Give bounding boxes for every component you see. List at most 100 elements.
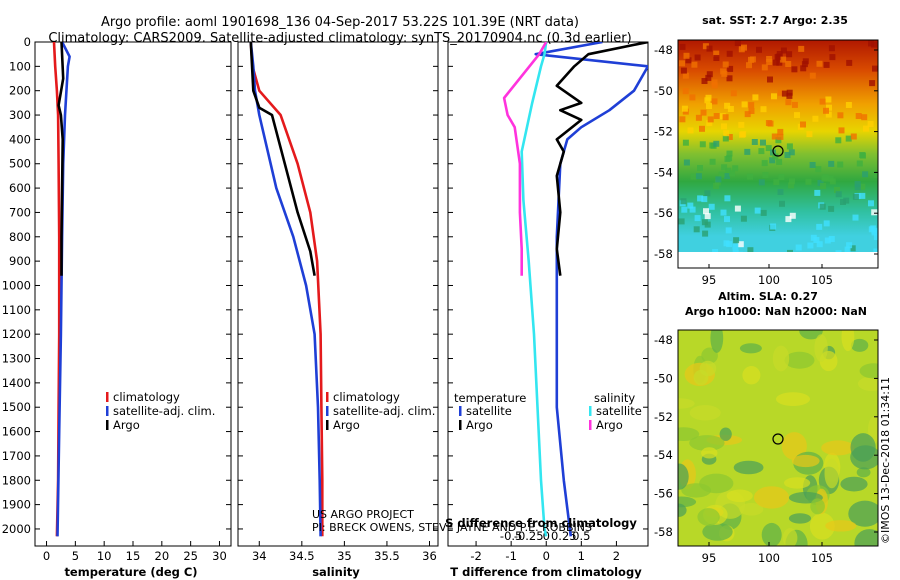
legend-label-argo: Argo xyxy=(333,418,360,432)
sla-blotch xyxy=(761,522,782,546)
sst-pixel xyxy=(868,40,874,47)
series-line-argo xyxy=(249,42,316,276)
sst-pixel xyxy=(694,215,701,222)
sst-pixel xyxy=(859,183,866,190)
series-line-s-satellite xyxy=(520,42,548,537)
sst-pixel xyxy=(744,148,751,155)
sla-blotch xyxy=(772,345,790,372)
sla-blotch xyxy=(699,473,734,494)
sst-pixel xyxy=(746,62,752,69)
sst-pixel xyxy=(695,173,702,180)
sst-pixel xyxy=(693,226,700,233)
sla-blotch xyxy=(821,440,855,456)
legend-label-satellite: satellite-adj. clim. xyxy=(333,404,435,418)
sla-blotch xyxy=(784,477,811,489)
sst-pixel xyxy=(722,61,729,68)
sst-pixel xyxy=(819,203,826,210)
sst-pixel xyxy=(706,120,713,127)
sla-blotch xyxy=(689,405,721,421)
sla-argo-location-marker xyxy=(772,433,784,445)
sst-pixel xyxy=(726,150,733,157)
sst-pixel xyxy=(727,106,734,112)
legend-label-s-satellite: satellite xyxy=(596,404,642,418)
legend-swatch-argo xyxy=(106,420,109,430)
sst-pixel xyxy=(701,196,708,203)
sst-pixel xyxy=(713,140,720,147)
map-x-tick-label: 105 xyxy=(811,273,833,287)
sst-pixel xyxy=(680,67,687,74)
y-tick-label: 1600 xyxy=(2,425,31,439)
series-line-s-argo xyxy=(502,42,548,276)
sst-pixel xyxy=(789,212,796,219)
sst-pixel xyxy=(704,190,711,197)
sst-pixel xyxy=(758,179,765,186)
sst-pixel xyxy=(779,200,785,207)
sst-pixel xyxy=(678,218,685,225)
x-tick-label: 35 xyxy=(337,549,352,563)
y-tick-label: 400 xyxy=(9,132,31,146)
sst-pixel xyxy=(689,206,696,213)
sst-pixel xyxy=(806,131,813,138)
legend-swatch-climatology xyxy=(106,392,109,402)
panel-series-group xyxy=(502,42,648,537)
sst-pixel xyxy=(785,216,792,223)
sst-map-texture xyxy=(678,40,878,258)
y-tick-label: 2000 xyxy=(2,522,31,536)
sst-pixel xyxy=(770,223,777,230)
sst-pixel xyxy=(721,123,727,130)
map-y-tick-label: -56 xyxy=(654,487,673,501)
sst-pixel xyxy=(837,161,844,168)
sst-pixel xyxy=(704,221,711,228)
sst-pixel xyxy=(785,61,792,67)
sla-blotch xyxy=(782,528,798,546)
sla-blotch xyxy=(810,498,825,515)
sst-pixel xyxy=(873,234,878,241)
sla-blotch xyxy=(726,489,753,503)
sla-blotch xyxy=(739,343,762,354)
map-x-tick-label: 100 xyxy=(758,551,780,565)
sst-pixel xyxy=(724,102,731,109)
sst-pixel xyxy=(709,158,716,165)
sst-pixel xyxy=(706,103,712,109)
sst-pixel xyxy=(843,197,850,204)
sst-pixel xyxy=(788,149,795,156)
sst-pixel xyxy=(713,113,720,119)
legend-label-s-argo: Argo xyxy=(596,418,623,432)
sst-pixel xyxy=(683,159,690,166)
legend-label-climatology: climatology xyxy=(113,390,180,404)
sst-pixel xyxy=(756,46,762,53)
axes-layer: 0100200300400500600700800900100011001200… xyxy=(2,35,648,563)
sst-pixel xyxy=(724,195,731,202)
sla-blotch xyxy=(788,513,812,524)
sst-pixel xyxy=(845,135,852,142)
sst-pixel xyxy=(844,246,851,253)
sst-pixel xyxy=(852,214,859,221)
sst-pixel xyxy=(765,145,772,152)
sst-pixel xyxy=(837,112,844,119)
sst-pixel xyxy=(679,43,686,50)
sst-pixel xyxy=(738,121,745,128)
y-tick-label: 0 xyxy=(24,35,31,49)
sst-pixel xyxy=(816,60,823,67)
y-tick-label: 600 xyxy=(9,181,31,195)
sla-blotch xyxy=(857,376,878,391)
map-y-tick-label: -54 xyxy=(654,165,673,179)
sst-pixel xyxy=(805,178,812,185)
sst-pixel xyxy=(829,54,836,61)
sst-pixel xyxy=(814,189,821,196)
sst-pixel xyxy=(749,56,756,63)
sla-map xyxy=(678,330,878,546)
map-x-tick-label: 105 xyxy=(811,551,833,565)
series-line-t-argo xyxy=(555,42,648,276)
sst-pixel xyxy=(748,102,755,109)
sst-pixel xyxy=(835,137,842,144)
credit-line-1: US ARGO PROJECT xyxy=(312,508,414,521)
sla-blotch xyxy=(825,520,857,532)
sst-pixel xyxy=(740,131,747,138)
sst-pixel xyxy=(734,40,741,46)
credit-line-2: PI: BRECK OWENS, STEVE JAYNE AND P.E. RO… xyxy=(312,521,592,534)
sst-pixel xyxy=(794,112,800,119)
temperature-legend: climatology satellite-adj. clim. Argo xyxy=(106,390,215,432)
map-x-tick-label: 95 xyxy=(702,551,717,565)
